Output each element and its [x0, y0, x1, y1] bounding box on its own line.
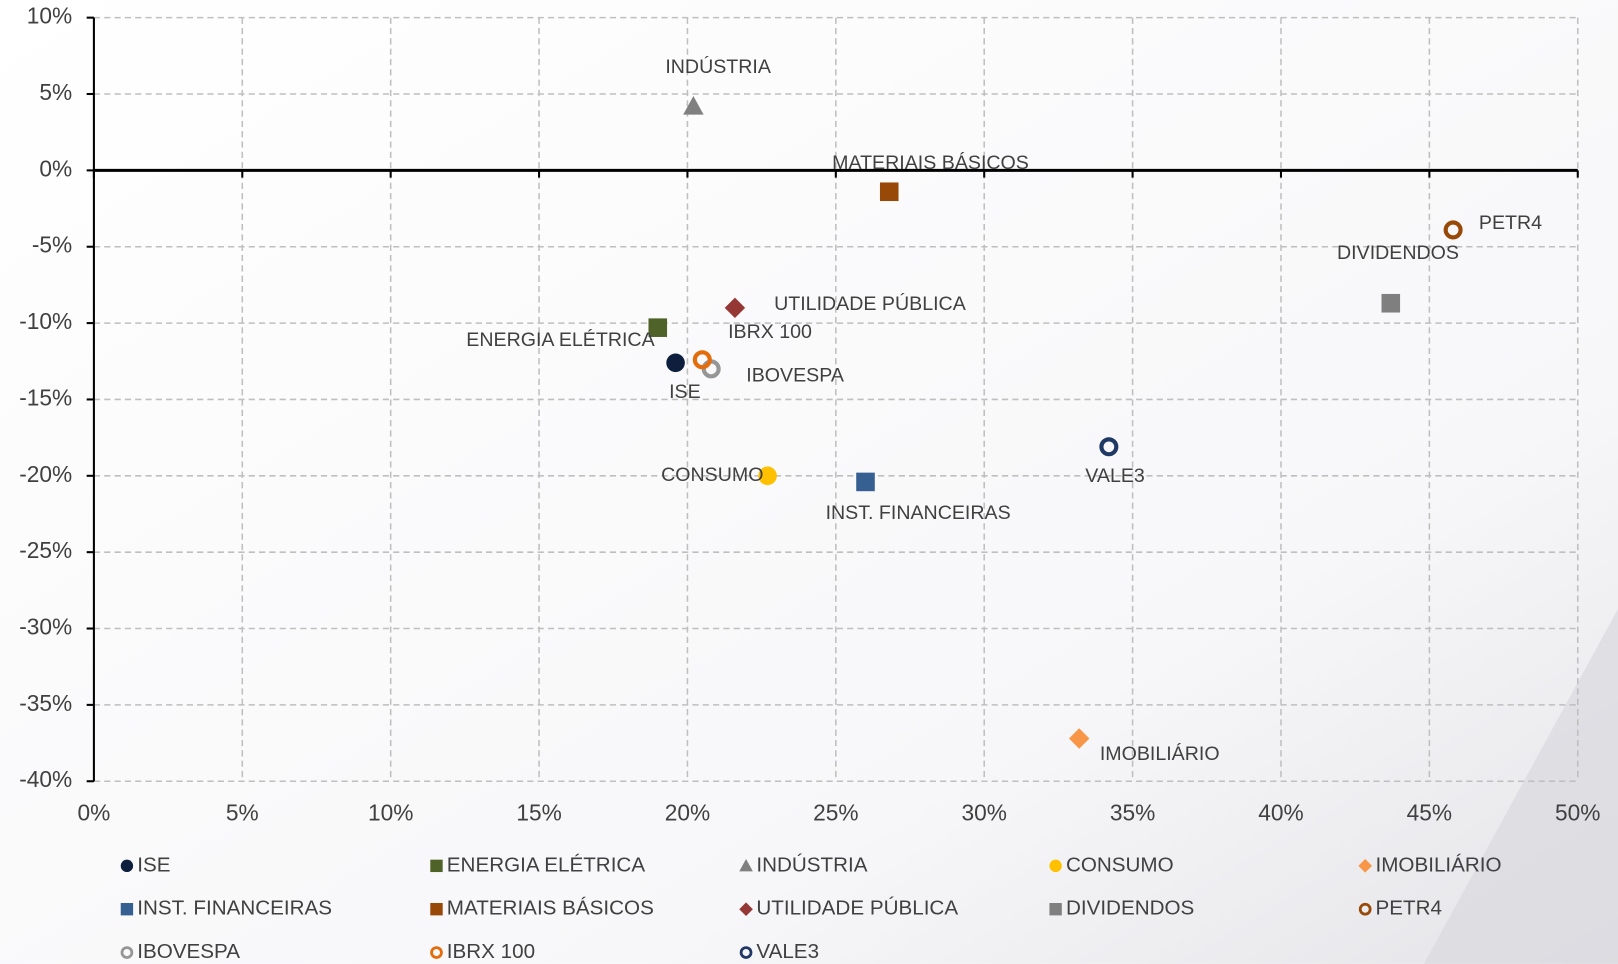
y-tick-label: -35%	[19, 690, 72, 716]
point	[648, 318, 668, 337]
y-tick-label: -25%	[19, 537, 72, 563]
legend-marker	[430, 903, 443, 916]
legend-marker	[430, 859, 443, 873]
legend-label: IBRX 100	[447, 940, 535, 963]
legend-label: MATERIAIS BÁSICOS	[447, 897, 654, 920]
x-tick-label: 40%	[1258, 799, 1303, 825]
legend-label: INST. FINANCEIRAS	[137, 897, 332, 920]
data-label: INDÚSTRIA	[665, 55, 772, 78]
x-tick-label: 5%	[226, 799, 259, 825]
data-label: CONSUMO	[661, 464, 763, 486]
legend-label: UTILIDADE PÚBLICA	[756, 897, 958, 920]
data-label: IBRX 100	[728, 321, 812, 343]
data-label: ENERGIA ELÉTRICA	[466, 328, 655, 351]
data-label: IMOBILIÁRIO	[1100, 742, 1220, 765]
x-tick-label: 20%	[665, 799, 710, 825]
point	[724, 297, 746, 319]
data-label: IBOVESPA	[746, 364, 845, 386]
x-tick-label: 35%	[1110, 799, 1155, 825]
y-tick-label: -5%	[32, 232, 72, 258]
x-tick-label: 15%	[516, 799, 561, 825]
point	[683, 96, 704, 115]
y-tick-label: -40%	[19, 766, 72, 792]
data-label: DIVIDENDOS	[1337, 242, 1459, 264]
x-tick-label: 30%	[962, 799, 1007, 825]
point	[1099, 437, 1119, 457]
x-tick-label: 0%	[78, 799, 111, 825]
y-tick-label: -30%	[19, 614, 72, 640]
legend-label: CONSUMO	[1066, 853, 1174, 876]
legend-label: PETR4	[1376, 897, 1442, 920]
y-tick-label: -20%	[19, 461, 72, 487]
legend-label: INDÚSTRIA	[756, 853, 867, 876]
legend-marker	[430, 946, 443, 959]
point	[666, 353, 685, 373]
point	[1068, 728, 1090, 749]
point	[758, 466, 777, 486]
legend-marker	[120, 903, 134, 916]
legend-label: VALE3	[756, 940, 819, 963]
legend-label: IBOVESPA	[137, 940, 240, 963]
legend-marker	[739, 859, 753, 872]
legend-label: ISE	[137, 853, 170, 876]
point	[856, 472, 875, 492]
legend-marker	[1049, 903, 1062, 916]
data-label: INST. FINANCEIRAS	[826, 502, 1011, 524]
legend-label: ENERGIA ELÉTRICA	[447, 853, 646, 876]
legend-marker	[1358, 902, 1372, 916]
point	[1381, 293, 1401, 313]
y-tick-label: 5%	[39, 79, 72, 105]
legend-marker	[739, 946, 753, 959]
y-tick-label: 0%	[39, 155, 72, 181]
legend-marker	[1049, 859, 1062, 873]
data-label: UTILIDADE PÚBLICA	[774, 292, 967, 315]
legend-marker	[120, 946, 134, 959]
x-tick-label: 45%	[1407, 799, 1452, 825]
y-tick-label: -15%	[19, 384, 72, 410]
legend-marker	[120, 859, 134, 873]
data-label: VALE3	[1085, 465, 1145, 487]
x-tick-label: 50%	[1555, 799, 1600, 825]
data-label: ISE	[669, 381, 701, 403]
legend-label: IMOBILIÁRIO	[1376, 853, 1502, 876]
point	[1443, 220, 1463, 240]
x-tick-label: 10%	[368, 799, 413, 825]
decoration	[1424, 608, 1618, 964]
data-label: MATERIAIS BÁSICOS	[832, 151, 1029, 174]
y-tick-label: 10%	[27, 3, 72, 29]
data-label: PETR4	[1479, 212, 1542, 234]
point	[879, 182, 899, 202]
y-tick-label: -10%	[19, 308, 72, 334]
legend-label: DIVIDENDOS	[1066, 897, 1194, 920]
x-tick-label: 25%	[813, 799, 858, 825]
point	[692, 350, 712, 370]
